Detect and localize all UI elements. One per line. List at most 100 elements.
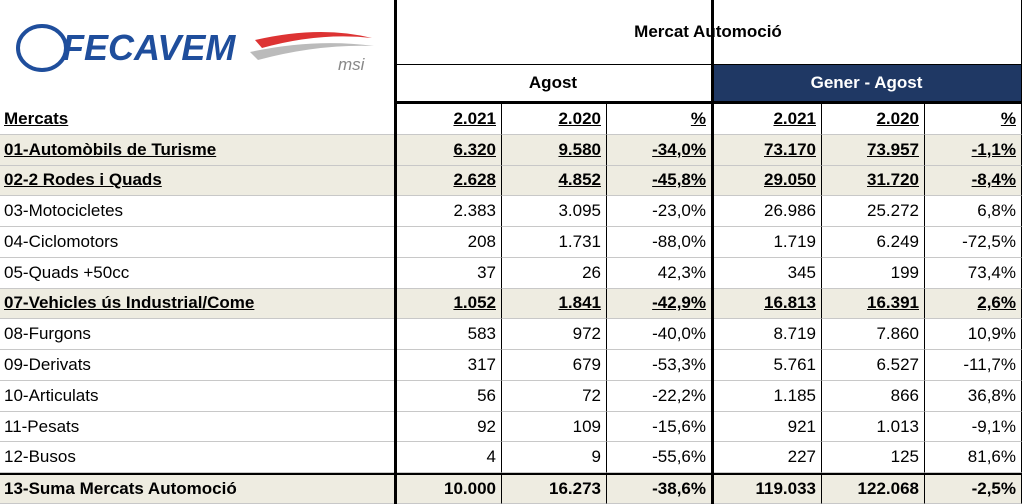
table-cell: 119.033 (712, 473, 822, 504)
table-cell: 2,6% (925, 288, 1022, 320)
table-cell: 9.580 (502, 134, 607, 166)
table-cell: 10.000 (395, 473, 502, 504)
table-cell: 07-Vehicles ús Industrial/Come (0, 288, 395, 320)
table-cell: 03-Motocicletes (0, 196, 395, 228)
table-cell: 4 (395, 442, 502, 474)
table-cell: -42,9% (607, 288, 712, 320)
table-cell: 345 (712, 257, 822, 289)
table-cell: -23,0% (607, 196, 712, 228)
table-cell: 09-Derivats (0, 350, 395, 381)
logo-swoosh (250, 43, 374, 60)
table-cell: 109 (502, 411, 607, 443)
table-cell: 583 (395, 319, 502, 351)
group-header: Agost (395, 65, 712, 104)
table-cell: 13-Suma Mercats Automoció (0, 473, 395, 504)
logo-name: FECAVEM (62, 27, 236, 68)
table-cell: 37 (395, 257, 502, 289)
logo-ring (16, 24, 68, 72)
table-cell: 9 (502, 442, 607, 474)
table-cell: 8.719 (712, 319, 822, 351)
table-cell: 866 (822, 380, 925, 412)
table-cell: 2.383 (395, 196, 502, 228)
table-cell: 972 (502, 319, 607, 351)
table-cell: -55,6% (607, 442, 712, 474)
table-cell: 29.050 (712, 165, 822, 197)
column-header: 2.020 (502, 104, 607, 135)
table-cell: 6,8% (925, 196, 1022, 228)
table-cell: 317 (395, 350, 502, 381)
group-header: Gener - Agost (712, 65, 1022, 104)
table-cell: 10,9% (925, 319, 1022, 351)
table-cell: -15,6% (607, 411, 712, 443)
divider (711, 0, 714, 504)
table-cell: -40,0% (607, 319, 712, 351)
table-cell: 227 (712, 442, 822, 474)
table-cell: -72,5% (925, 227, 1022, 258)
table-cell: 6.320 (395, 134, 502, 166)
table-cell: -53,3% (607, 350, 712, 381)
table-cell: 05-Quads +50cc (0, 257, 395, 289)
table-cell: 679 (502, 350, 607, 381)
table-cell: 11-Pesats (0, 411, 395, 443)
table-cell: -88,0% (607, 227, 712, 258)
table-cell: 26 (502, 257, 607, 289)
logo-sub: msi (338, 55, 366, 74)
table-cell: 199 (822, 257, 925, 289)
table-cell: 7.860 (822, 319, 925, 351)
table-cell: 1.185 (712, 380, 822, 412)
column-header: % (925, 104, 1022, 135)
table-cell: 10-Articulats (0, 380, 395, 412)
table-cell: -8,4% (925, 165, 1022, 197)
column-header: 2.020 (822, 104, 925, 135)
table-cell: 122.068 (822, 473, 925, 504)
table-cell: -34,0% (607, 134, 712, 166)
table-cell: 3.095 (502, 196, 607, 228)
table-cell: -1,1% (925, 134, 1022, 166)
column-header: Mercats (0, 104, 395, 135)
table-cell: -45,8% (607, 165, 712, 197)
table-cell: -22,2% (607, 380, 712, 412)
table-cell: 16.391 (822, 288, 925, 320)
table-cell: 125 (822, 442, 925, 474)
table-cell: 4.852 (502, 165, 607, 197)
table-cell: 16.273 (502, 473, 607, 504)
logo-swoosh (255, 31, 372, 48)
table-cell: 26.986 (712, 196, 822, 228)
table-cell: 1.052 (395, 288, 502, 320)
table-cell: 08-Furgons (0, 319, 395, 351)
header-title: Mercat Automoció (395, 0, 1022, 65)
column-header: 2.021 (395, 104, 502, 135)
table-cell: -9,1% (925, 411, 1022, 443)
table-cell: 92 (395, 411, 502, 443)
table-cell: 921 (712, 411, 822, 443)
table-cell: 81,6% (925, 442, 1022, 474)
table-cell: 01-Automòbils de Turisme (0, 134, 395, 166)
table-cell: 73.170 (712, 134, 822, 166)
column-header: % (607, 104, 712, 135)
column-header: 2.021 (712, 104, 822, 135)
table-cell: 1.731 (502, 227, 607, 258)
table-cell: -2,5% (925, 473, 1022, 504)
table-cell: 6.249 (822, 227, 925, 258)
logo: FECAVEM msi (16, 24, 374, 74)
table-cell: 73.957 (822, 134, 925, 166)
table-cell: 73,4% (925, 257, 1022, 289)
table-cell: 1.719 (712, 227, 822, 258)
table-cell: 16.813 (712, 288, 822, 320)
table-cell: 5.761 (712, 350, 822, 381)
table-cell: 6.527 (822, 350, 925, 381)
table-cell: 42,3% (607, 257, 712, 289)
table-cell: 31.720 (822, 165, 925, 197)
table-cell: 36,8% (925, 380, 1022, 412)
table-cell: 1.841 (502, 288, 607, 320)
table-cell: -11,7% (925, 350, 1022, 381)
divider (394, 0, 397, 504)
table-cell: 2.628 (395, 165, 502, 197)
table-cell: 208 (395, 227, 502, 258)
table-cell: 04-Ciclomotors (0, 227, 395, 258)
table-cell: 1.013 (822, 411, 925, 443)
table-cell: 25.272 (822, 196, 925, 228)
table-cell: 72 (502, 380, 607, 412)
table-cell: 12-Busos (0, 442, 395, 474)
